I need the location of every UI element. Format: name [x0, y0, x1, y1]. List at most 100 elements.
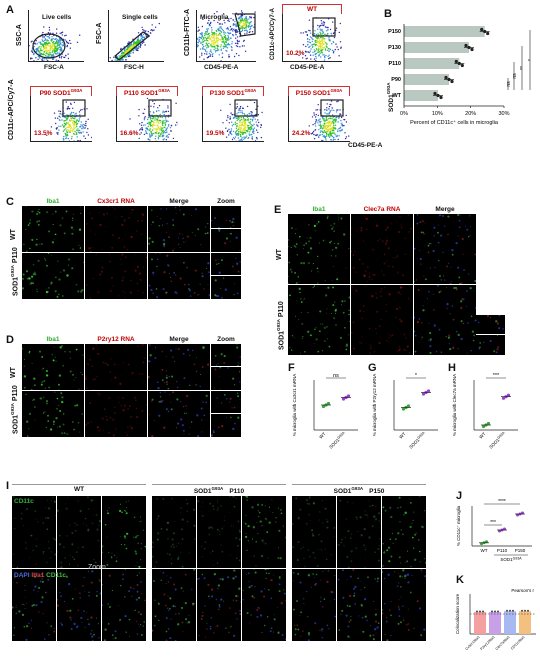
fcs-event-dot	[230, 130, 233, 132]
grain-dot	[128, 618, 131, 621]
grain-dot	[394, 538, 397, 541]
grain-dot	[229, 240, 231, 242]
grain-dot	[124, 291, 126, 293]
fcs-event-dot	[68, 125, 70, 127]
grain-dot	[38, 350, 42, 353]
fcs-event-dot	[49, 49, 51, 52]
grain-dot	[396, 272, 398, 275]
grain-dot	[157, 387, 160, 390]
grain-dot	[322, 522, 324, 524]
grain-dot	[451, 249, 454, 252]
grain-dot	[172, 604, 175, 608]
fcs-event-dot	[61, 119, 63, 121]
fcs-event-dot	[52, 50, 54, 52]
fcs-event-dot	[321, 51, 323, 54]
grain-dot	[15, 606, 17, 608]
grain-dot	[347, 635, 350, 638]
fcs-event-dot	[206, 31, 209, 33]
fcs-event-dot	[76, 129, 78, 131]
fcs-event-dot	[304, 55, 307, 57]
fcs-event-dot	[124, 52, 126, 55]
grain-dot	[335, 324, 337, 326]
panel-label-d: D	[6, 334, 14, 346]
fcs-event-dot	[69, 47, 71, 49]
grain-dot	[30, 282, 33, 285]
fcs-event-dot	[45, 58, 47, 60]
grain-dot	[232, 224, 234, 227]
fcs-event-dot	[314, 134, 317, 136]
grain-dot	[172, 356, 174, 358]
grain-dot	[311, 532, 314, 535]
grain-dot	[388, 560, 391, 563]
fcs-event-dot	[53, 112, 56, 114]
grain-dot	[83, 576, 85, 579]
fcs-event-dot	[240, 135, 242, 138]
grain-dot	[414, 350, 417, 353]
fcs-event-dot	[134, 41, 136, 43]
grain-dot	[391, 532, 394, 535]
grain-dot	[166, 223, 168, 225]
grain-dot	[128, 590, 131, 593]
fcs-event-dot	[251, 111, 253, 113]
fcs-event-dot	[111, 59, 113, 61]
grain-dot	[317, 282, 319, 284]
grain-dot	[195, 370, 198, 373]
grain-dot	[152, 546, 154, 548]
grain-dot	[140, 559, 142, 561]
fcs-event-dot	[240, 121, 243, 124]
grain-dot	[96, 426, 99, 429]
grain-dot	[169, 637, 172, 640]
grain-dot	[140, 581, 142, 583]
grain-dot	[410, 328, 412, 331]
fcs-event-dot	[154, 26, 157, 28]
grain-dot	[129, 425, 131, 427]
grain-dot	[239, 249, 241, 251]
fcs-event-dot	[224, 38, 227, 41]
grain-dot	[307, 549, 310, 551]
grain-dot	[26, 602, 28, 604]
fcs-event-dot	[132, 43, 135, 46]
grain-dot	[215, 259, 217, 261]
fcs-event-dot	[249, 121, 252, 123]
grain-dot	[440, 279, 442, 281]
grain-dot	[65, 210, 68, 213]
fcs-event-dot	[213, 46, 215, 48]
grain-dot	[175, 274, 177, 276]
fcs-event-dot	[328, 120, 330, 123]
grain-dot	[333, 536, 335, 538]
fcs-event-dot	[165, 128, 167, 130]
grain-dot	[200, 618, 203, 620]
grain-dot	[364, 615, 367, 618]
grain-dot	[269, 630, 272, 633]
grain-dot	[126, 248, 129, 251]
grain-dot	[217, 258, 219, 260]
fcs-event-dot	[334, 132, 336, 134]
fcs-event-dot	[87, 118, 89, 120]
grain-dot	[203, 577, 206, 580]
grain-dot	[301, 337, 303, 339]
grain-dot	[404, 337, 407, 339]
row-label-suffix: P110	[12, 247, 20, 264]
fcs-event-dot	[225, 41, 227, 44]
grain-dot	[148, 242, 151, 245]
grain-dot	[333, 317, 336, 320]
grain-dot	[93, 633, 95, 636]
fcs-event-dot	[155, 121, 158, 123]
grain-dot	[236, 292, 239, 295]
fcs-event-dot	[144, 108, 146, 110]
fcs-event-dot	[162, 122, 164, 125]
fcs-event-dot	[238, 130, 240, 133]
fcs-event-dot	[166, 131, 168, 133]
grain-dot	[428, 290, 430, 293]
fcs-event-dot	[144, 130, 147, 132]
fcs-event-dot	[323, 21, 326, 24]
grain-dot	[457, 266, 460, 269]
grain-dot	[96, 253, 98, 255]
grain-dot	[300, 301, 303, 303]
grain-dot	[52, 497, 53, 499]
grain-dot	[362, 240, 365, 242]
grain-dot	[174, 520, 176, 522]
grain-dot	[276, 606, 278, 608]
fcs-event-dot	[327, 26, 329, 29]
grain-dot	[496, 335, 499, 336]
